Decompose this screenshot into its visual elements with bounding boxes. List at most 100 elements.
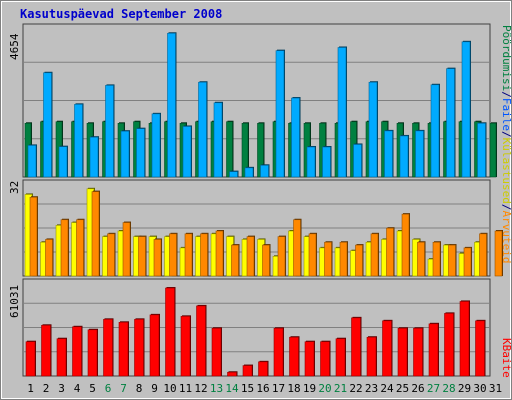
bar-top-Faile-10 [167,32,177,178]
bar-middle-Arvuteid-31 [494,230,503,277]
chart-title: Kasutuspäevad September 2008 [20,7,222,21]
bar-bottom-KBaite-17 [273,327,284,377]
x-tick-1: 1 [27,382,34,395]
legend-sep-1: / [500,91,512,98]
bar-top-Faile-28 [446,67,456,178]
bar-middle-Arvuteid-17 [277,235,286,277]
bar-top-Faile-8 [136,127,146,178]
bar-middle-Arvuteid-20 [324,241,333,277]
bar-top-Pöördumisi-31 [489,122,497,178]
x-tick-24: 24 [380,382,394,395]
x-tick-8: 8 [136,382,143,395]
bar-middle-Arvuteid-26 [417,241,426,277]
bar-bottom-KBaite-22 [351,316,362,377]
bar-bottom-KBaite-16 [258,360,269,377]
x-tick-11: 11 [179,382,192,395]
bar-top-Faile-13 [213,101,223,178]
x-tick-31: 31 [489,382,502,395]
bar-middle-Arvuteid-8 [138,235,147,277]
bar-top-Faile-11 [182,125,192,178]
bar-middle-Arvuteid-7 [122,221,131,277]
bar-middle-Arvuteid-25 [401,213,410,277]
bar-top-Faile-18 [291,97,301,178]
bar-bottom-KBaite-1 [25,340,36,377]
bar-bottom-KBaite-5 [87,328,98,377]
bar-top-Faile-29 [461,40,471,178]
bar-bottom-KBaite-3 [56,337,67,377]
bar-bottom-KBaite-25 [397,327,408,377]
x-tick-10: 10 [163,382,176,395]
bar-middle-Arvuteid-24 [386,227,395,277]
bar-top-Faile-21 [337,46,347,178]
legend-bottom: KBaite [500,338,512,378]
bar-middle-Arvuteid-12 [200,232,209,277]
bar-middle-Arvuteid-9 [153,238,162,277]
bar-middle-Arvuteid-16 [262,244,271,277]
bar-top-Faile-12 [198,81,208,178]
bar-bottom-KBaite-20 [320,340,331,377]
bar-top-Faile-16 [260,164,270,178]
x-tick-15: 15 [241,382,254,395]
legend-kbaite: KBaite [500,338,512,378]
bar-middle-Arvuteid-23 [370,232,379,277]
x-tick-5: 5 [89,382,96,395]
bar-bottom-KBaite-27 [428,322,439,377]
bar-top-Faile-14 [229,170,239,178]
x-tick-22: 22 [349,382,362,395]
bar-bottom-KBaite-26 [413,327,424,377]
bar-middle-Arvuteid-15 [246,235,255,277]
legend-arvuteid: Arvuteid [500,210,512,263]
bar-top-Faile-6 [105,84,115,178]
x-tick-4: 4 [74,382,81,395]
bar-bottom-KBaite-13 [211,327,222,377]
x-tick-7: 7 [120,382,127,395]
x-tick-29: 29 [458,382,471,395]
bar-top-Faile-23 [368,81,378,178]
bar-bottom-KBaite-24 [382,319,393,377]
bar-top-Faile-25 [399,134,409,178]
bar-bottom-KBaite-8 [134,318,145,377]
bar-bottom-KBaite-15 [242,364,253,377]
bar-top-Faile-30 [477,122,487,178]
top-ymax-label: 4654 [8,33,21,60]
x-tick-30: 30 [473,382,486,395]
bar-bottom-KBaite-12 [196,304,207,377]
bar-middle-Arvuteid-6 [107,232,116,277]
bar-middle-Arvuteid-5 [91,190,100,277]
bar-top-Faile-7 [120,130,130,178]
bar-middle-Arvuteid-11 [184,232,193,277]
bar-middle-Arvuteid-10 [169,232,178,277]
bar-bottom-KBaite-30 [475,319,486,377]
x-tick-6: 6 [105,382,112,395]
bar-bottom-KBaite-19 [304,340,315,377]
bar-bottom-KBaite-23 [366,336,377,377]
bar-bottom-KBaite-11 [180,315,191,377]
bar-top-Faile-26 [415,129,425,178]
bar-bottom-KBaite-28 [444,312,455,377]
x-tick-16: 16 [256,382,269,395]
x-tick-20: 20 [318,382,331,395]
bar-middle-Arvuteid-18 [293,218,302,277]
bar-middle-Arvuteid-30 [479,232,488,277]
bar-top-Faile-15 [244,166,254,178]
bar-top-Faile-17 [275,49,285,178]
legend-poordumisi: Pöördumisi [500,25,512,91]
bar-middle-Arvuteid-21 [339,241,348,277]
x-tick-17: 17 [272,382,285,395]
bar-bottom-KBaite-18 [289,336,300,377]
bar-middle-Arvuteid-13 [215,230,224,277]
bar-bottom-KBaite-10 [165,287,176,377]
bar-bottom-KBaite-7 [118,321,129,377]
bar-middle-Arvuteid-27 [432,241,441,277]
middle-ymax-label: 32 [8,181,21,194]
x-tick-3: 3 [58,382,65,395]
bar-bottom-KBaite-29 [459,300,470,377]
bar-bottom-KBaite-4 [72,325,83,377]
bar-top-Pöördumisi-14 [226,120,234,178]
x-tick-26: 26 [411,382,424,395]
legend-sep-2: / [500,131,512,138]
x-tick-23: 23 [365,382,378,395]
bar-top-Faile-22 [353,143,363,178]
